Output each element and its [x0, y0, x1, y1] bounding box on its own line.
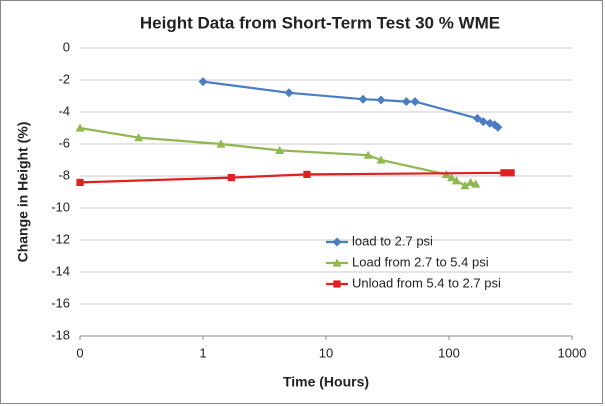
y-tick-label: 0: [63, 39, 70, 54]
chart-title: Height Data from Short-Term Test 30 % WM…: [140, 13, 500, 32]
marker: [460, 181, 470, 190]
x-tick-label: 0: [76, 345, 83, 360]
y-tick-label: -12: [51, 231, 70, 246]
x-tick-label: 100: [438, 345, 460, 360]
marker: [284, 88, 294, 98]
marker: [500, 169, 508, 177]
x-axis-title: Time (Hours): [283, 374, 369, 390]
y-tick-label: -2: [58, 71, 70, 86]
marker: [76, 178, 84, 186]
marker: [333, 280, 341, 288]
marker: [332, 237, 342, 247]
marker: [134, 133, 144, 142]
y-tick-label: -10: [51, 199, 70, 214]
y-tick-label: -4: [58, 103, 70, 118]
x-tick-label: 1: [199, 345, 206, 360]
marker: [358, 94, 368, 104]
y-axis-title: Change in Height (%): [15, 122, 31, 263]
marker: [401, 97, 411, 107]
marker: [275, 145, 285, 154]
marker: [478, 117, 488, 127]
x-tick-label: 1000: [558, 345, 587, 360]
y-tick-label: -16: [51, 295, 70, 310]
y-tick-label: -14: [51, 263, 70, 278]
legend-label: Unload from 5.4 to 2.7 psi: [352, 275, 501, 290]
marker: [466, 177, 476, 186]
legend-label: load to 2.7 psi: [352, 233, 433, 248]
marker: [471, 179, 481, 188]
marker: [363, 150, 373, 159]
marker: [227, 174, 235, 182]
marker: [493, 122, 503, 132]
marker: [472, 113, 482, 123]
marker: [216, 139, 226, 148]
marker: [451, 176, 461, 185]
legend-label: Load from 2.7 to 5.4 psi: [352, 254, 489, 269]
marker: [376, 155, 386, 164]
marker: [376, 95, 386, 105]
y-tick-label: -18: [51, 327, 70, 342]
x-tick-label: 10: [319, 345, 333, 360]
marker: [198, 77, 208, 87]
marker: [303, 170, 311, 178]
y-tick-label: -8: [58, 167, 70, 182]
y-tick-label: -6: [58, 135, 70, 150]
marker: [75, 123, 85, 132]
marker: [332, 258, 342, 267]
marker: [410, 97, 420, 107]
marker: [507, 169, 515, 177]
marker: [447, 173, 457, 182]
